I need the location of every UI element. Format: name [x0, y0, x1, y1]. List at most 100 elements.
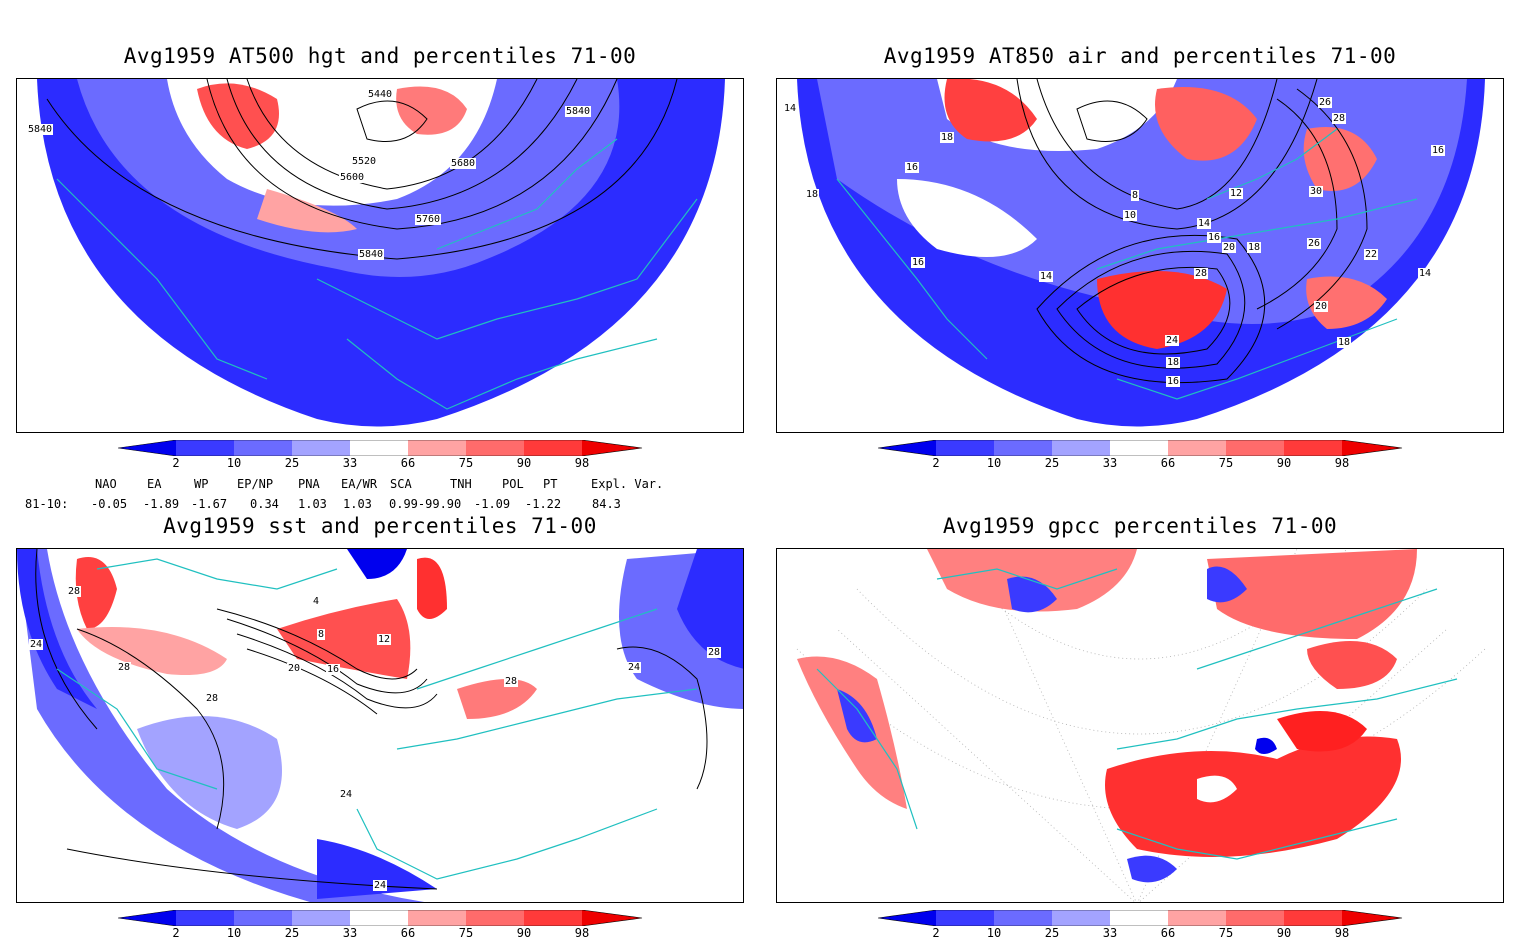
- colorbar-label: 75: [458, 456, 474, 470]
- index-header-row: NAO EA WP EP/NP PNA EA/WR SCA TNH POL PT…: [0, 477, 760, 493]
- colorbar-label: 2: [172, 926, 180, 940]
- contour-label: 14: [1039, 271, 1054, 282]
- contour-label: 26: [1307, 238, 1322, 249]
- index-header: POL: [502, 477, 524, 491]
- contour-label: 4: [312, 596, 321, 607]
- colorbar-label: 98: [574, 456, 590, 470]
- contour-label: 8: [1131, 190, 1140, 201]
- colorbar-label: 25: [284, 456, 300, 470]
- map-hgt: 5440 5840 5520 5680 5600 5760 5840 5840: [16, 78, 744, 433]
- index-value-row: 81-10: -0.05 -1.89 -1.67 0.34 1.03 1.03 …: [0, 497, 760, 513]
- contour-label: 5840: [565, 106, 592, 117]
- contour-label: 5600: [339, 172, 366, 183]
- colorbar-label: 98: [1334, 926, 1350, 940]
- colorbar-label: 33: [342, 456, 358, 470]
- contour-label: 16: [905, 162, 920, 173]
- index-value: 1.03: [343, 497, 372, 511]
- colorbar-label: 10: [226, 456, 242, 470]
- contour-label: 5520: [351, 156, 378, 167]
- map-sst: 28 24 28 28 24 20 16 12 8 4 24 28 24 28: [16, 548, 744, 903]
- contour-label: 26: [1318, 97, 1333, 108]
- contour-label: 28: [205, 693, 220, 704]
- contour-label: 5840: [27, 124, 54, 135]
- colorbar-label: 10: [226, 926, 242, 940]
- contour-label: 18: [1166, 357, 1181, 368]
- contour-label: 18: [805, 189, 820, 200]
- index-header: SCA: [390, 477, 412, 491]
- index-value: 0.99-99.90: [389, 497, 462, 511]
- colorbar-label: 90: [516, 926, 532, 940]
- index-value: 0.34: [250, 497, 279, 511]
- colorbar-gpcc: 2 10 25 33 66 75 90 98: [878, 910, 1408, 940]
- index-header: PNA: [298, 477, 320, 491]
- colorbar-sst-svg: [118, 910, 643, 926]
- index-header: WP: [194, 477, 209, 491]
- contour-label: 10: [1123, 210, 1138, 221]
- contour-label: 24: [29, 639, 44, 650]
- contour-label: 18: [1247, 242, 1262, 253]
- panel-title-hgt: Avg1959 AT500 hgt and percentiles 71-00: [123, 44, 637, 68]
- contour-label: 14: [1418, 268, 1433, 279]
- contour-label: 22: [1364, 249, 1379, 260]
- colorbar-label: 10: [986, 926, 1002, 940]
- contour-label: 20: [1222, 242, 1237, 253]
- contour-label: 5440: [367, 89, 394, 100]
- colorbar-hgt: 2 10 25 33 66 75 90 98: [118, 440, 648, 474]
- map-gpcc-canvas: [796, 549, 1486, 902]
- panel-title-air: Avg1959 AT850 air and percentiles 71-00: [883, 44, 1397, 68]
- map-hgt-canvas: [37, 79, 725, 427]
- colorbar-label: 90: [516, 456, 532, 470]
- colorbar-label: 33: [1102, 926, 1118, 940]
- colorbar-label: 10: [986, 456, 1002, 470]
- contour-label: 20: [1314, 301, 1329, 312]
- contour-label: 28: [504, 676, 519, 687]
- contour-label: 28: [1194, 268, 1209, 279]
- index-header: PT: [543, 477, 558, 491]
- colorbar-label: 25: [1044, 926, 1060, 940]
- map-air: 14 18 16 18 16 14 10 8 12 14 16 18 20 28…: [776, 78, 1504, 433]
- contour-label: 18: [940, 132, 955, 143]
- index-value: -1.22: [525, 497, 562, 511]
- colorbar-label: 66: [1160, 456, 1176, 470]
- map-air-canvas: [797, 79, 1485, 427]
- contour-label: 5680: [450, 158, 477, 169]
- contour-label: 28: [1332, 113, 1347, 124]
- contour-label: 28: [117, 662, 132, 673]
- index-value: 84.3: [592, 497, 621, 511]
- colorbar-label: 75: [1218, 456, 1234, 470]
- colorbar-label: 90: [1276, 456, 1292, 470]
- colorbar-label: 98: [1334, 456, 1350, 470]
- colorbar-label: 2: [932, 456, 940, 470]
- colorbar-label: 66: [1160, 926, 1176, 940]
- index-value: -0.05: [91, 497, 128, 511]
- contour-label: 5760: [415, 214, 442, 225]
- index-header: NAO: [95, 477, 117, 491]
- colorbar-hgt-svg: [118, 440, 643, 456]
- contour-label: 5840: [358, 249, 385, 260]
- panel-title-gpcc: Avg1959 gpcc percentiles 71-00: [942, 514, 1338, 538]
- contour-label: 14: [1197, 218, 1212, 229]
- panel-title-sst: Avg1959 sst and percentiles 71-00: [163, 514, 597, 538]
- contour-label: 16: [911, 257, 926, 268]
- colorbar-label: 75: [458, 926, 474, 940]
- colorbar-label: 75: [1218, 926, 1234, 940]
- colorbar-label: 90: [1276, 926, 1292, 940]
- colorbar-label: 25: [1044, 456, 1060, 470]
- index-value: -1.89: [143, 497, 180, 511]
- contour-label: 12: [1229, 188, 1244, 199]
- colorbar-air-svg: [878, 440, 1403, 456]
- contour-label: 20: [287, 663, 302, 674]
- contour-label: 28: [67, 586, 82, 597]
- contour-label: 30: [1309, 186, 1324, 197]
- colorbar-label: 98: [574, 926, 590, 940]
- map-gpcc: [776, 548, 1504, 903]
- colorbar-label: 66: [400, 926, 416, 940]
- index-value: -1.67: [191, 497, 228, 511]
- contour-label: 24: [373, 880, 388, 891]
- contour-label: 16: [1431, 145, 1446, 156]
- index-value: -1.09: [474, 497, 511, 511]
- contour-label: 24: [339, 789, 354, 800]
- contour-label: 12: [377, 634, 392, 645]
- colorbar-label: 2: [932, 926, 940, 940]
- map-sst-canvas: [17, 549, 743, 902]
